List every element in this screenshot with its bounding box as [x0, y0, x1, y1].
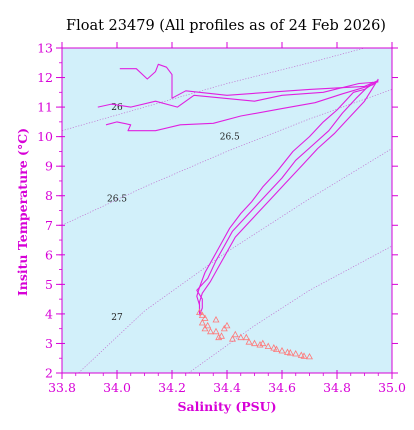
deep-profile-point	[215, 333, 223, 341]
deep-profile-point	[264, 342, 272, 349]
x-tick-label: 35.0	[378, 380, 406, 395]
y-tick-label: 4	[45, 306, 53, 321]
profile-line-2	[97, 81, 379, 108]
deep-profile-point	[270, 344, 278, 351]
y-tick-label: 9	[45, 159, 53, 174]
deep-profile-point	[306, 352, 313, 360]
deep-profile-point	[242, 333, 250, 341]
isopycnal-line-3	[78, 148, 393, 374]
x-tick-label: 34.6	[268, 380, 296, 395]
x-tick-label: 34.4	[213, 380, 241, 395]
deep-profile-point	[212, 327, 220, 335]
deep-profile-point	[218, 332, 225, 339]
deep-profile-point	[223, 321, 231, 329]
y-tick-label: 10	[37, 129, 53, 144]
deep-profile-point	[201, 324, 209, 332]
profile-line-6	[198, 78, 379, 311]
deep-profile-point	[237, 333, 245, 341]
y-tick-label: 2	[45, 366, 53, 381]
y-axis-title: Insitu Temperature (°C)	[15, 128, 30, 296]
isopycnal-label: 26	[111, 103, 123, 113]
y-tick-label: 5	[45, 277, 53, 292]
x-tick-label: 34.2	[158, 380, 186, 395]
deep-profile-point	[259, 339, 267, 347]
deep-profile-point	[207, 327, 214, 335]
isopycnal-layer	[61, 47, 393, 374]
deep-profile-point	[229, 335, 236, 342]
y-tick-label: 12	[37, 70, 53, 85]
deep-profile-point	[198, 311, 206, 318]
y-tick-label: 3	[45, 336, 53, 351]
chart-title: Float 23479 (All profiles as of 24 Feb 2…	[66, 18, 386, 34]
isopycnal-label: 26.5	[220, 133, 240, 143]
y-tick-label: 13	[37, 41, 53, 56]
deep-profile-point	[256, 341, 264, 348]
x-axis-title: Salinity (PSU)	[177, 399, 276, 414]
isopycnal-label: 26.5	[107, 195, 127, 205]
deep-profile-point	[201, 314, 209, 321]
plot-area	[62, 48, 392, 373]
profile-line-3	[105, 80, 379, 132]
deep-profile-point	[278, 346, 286, 354]
series-layer	[97, 63, 379, 360]
profile-line-1	[119, 63, 379, 99]
y-tick-label: 11	[37, 100, 53, 115]
deep-profile-point	[198, 318, 206, 326]
deep-profile-point	[292, 349, 300, 357]
y-tick-label: 7	[45, 218, 53, 233]
x-tick-label: 33.8	[48, 380, 76, 395]
x-tick-label: 34.8	[323, 380, 351, 395]
deep-profile-point	[251, 339, 258, 347]
isopycnal-line-4	[188, 245, 393, 374]
deep-profile-point	[273, 345, 280, 352]
deep-profile-point	[196, 308, 203, 315]
x-tick-label: 34.0	[103, 380, 131, 395]
isopycnal-line-1	[61, 47, 365, 132]
isopycnal-label-layer: 26 26.5 26.5 27	[107, 103, 240, 323]
axis-layer: 33.8 34.0 34.2 34.4 34.6 34.8 35.0 2 3 4 5 6 7 8 9 10 11…	[37, 41, 406, 396]
y-tick-label: 6	[45, 247, 53, 262]
deep-profile-point	[286, 349, 294, 356]
isopycnal-label: 27	[111, 313, 123, 323]
deep-profile-point	[231, 330, 239, 338]
deep-profile-point	[212, 315, 220, 323]
deep-profile-point	[245, 338, 253, 345]
profile-line-5	[196, 81, 374, 316]
deep-profile-point	[204, 321, 212, 329]
deep-profile-point	[300, 352, 308, 359]
y-tick-label: 8	[45, 188, 53, 203]
